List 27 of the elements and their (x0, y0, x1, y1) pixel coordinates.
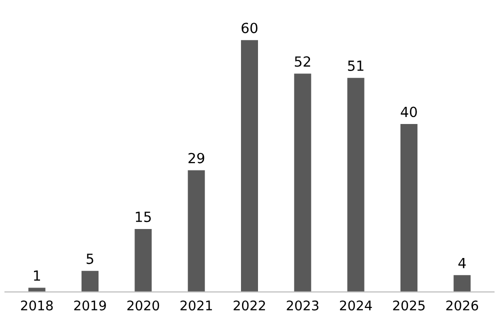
data-label: 5 (86, 254, 94, 264)
data-label: 1 (34, 270, 40, 281)
x-tick-label: 2021 (180, 300, 212, 310)
x-tick-label: 2020 (127, 300, 160, 310)
x-tick-label: 2022 (234, 300, 265, 310)
data-label: 4 (458, 258, 466, 268)
x-tick-label: 2018 (21, 300, 53, 310)
bar (454, 275, 471, 292)
x-tick-label: 2026 (446, 300, 478, 310)
data-label: 51 (348, 60, 364, 71)
data-label: 60 (242, 22, 258, 34)
data-label: 52 (294, 56, 310, 67)
data-label: 29 (188, 152, 204, 164)
x-tick-label: 2019 (74, 300, 106, 310)
bar (134, 228, 152, 292)
bar (400, 124, 418, 292)
bar (240, 40, 258, 292)
data-label: 40 (400, 106, 417, 118)
bar (347, 78, 364, 292)
bar (294, 74, 312, 292)
data-label: 15 (136, 212, 151, 222)
bar (28, 288, 46, 292)
x-tick-label: 2023 (286, 300, 318, 310)
bar (188, 170, 205, 292)
x-tick-label: 2024 (340, 300, 372, 310)
x-tick-label: 2025 (393, 300, 425, 310)
bar (82, 270, 99, 292)
